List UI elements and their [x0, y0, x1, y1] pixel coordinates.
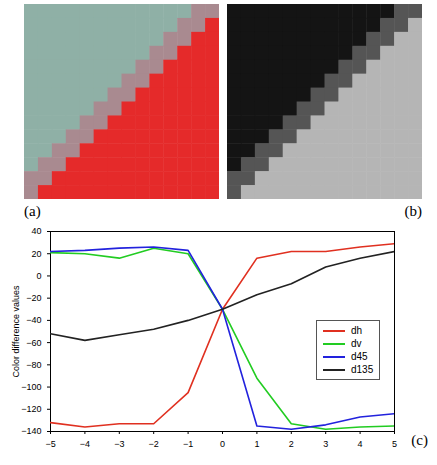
html-text:d135: d135	[351, 364, 374, 375]
html-text:(b): (b)	[404, 203, 422, 219]
svg-text:1: 1	[254, 439, 259, 449]
svg-text:0: 0	[36, 271, 41, 281]
html-text:dv: dv	[351, 338, 362, 349]
svg-text:2: 2	[289, 439, 294, 449]
svg-text:−40: −40	[26, 315, 41, 325]
svg-text:−2: −2	[149, 439, 159, 449]
svg-text:4: 4	[358, 439, 363, 449]
svg-text:−20: −20	[26, 293, 41, 303]
svg-text:−3: −3	[114, 439, 124, 449]
html-text:(c): (c)	[411, 432, 428, 448]
svg-text:−60: −60	[26, 337, 41, 347]
html-text:d45: d45	[351, 351, 368, 362]
svg-text:−5: −5	[45, 439, 55, 449]
svg-text:Color difference values: Color difference values	[11, 285, 21, 377]
svg-text:5: 5	[392, 439, 397, 449]
svg-text:3: 3	[323, 439, 328, 449]
svg-text:0: 0	[220, 439, 225, 449]
svg-text:−140: −140	[21, 426, 41, 436]
svg-text:−1: −1	[183, 439, 193, 449]
svg-text:−120: −120	[21, 404, 41, 414]
svg-text:−4: −4	[80, 439, 90, 449]
svg-text:40: 40	[31, 226, 41, 236]
html-text:(a): (a)	[24, 203, 41, 219]
svg-text:20: 20	[31, 249, 41, 259]
svg-text:−80: −80	[26, 360, 41, 370]
svg-text:−100: −100	[21, 382, 41, 392]
html-text:dh: dh	[351, 325, 363, 336]
